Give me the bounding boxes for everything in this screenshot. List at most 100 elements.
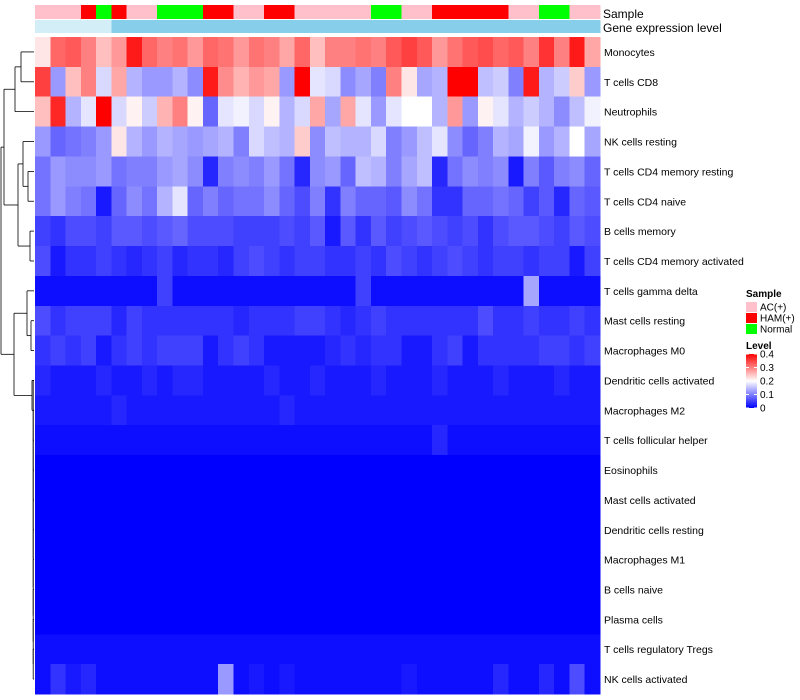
heatmap-cell <box>523 186 540 217</box>
heatmap-cell <box>340 186 357 217</box>
heatmap-cell <box>325 126 341 157</box>
heatmap-cell <box>187 66 204 98</box>
heatmap-cell <box>370 305 387 337</box>
heatmap-cell <box>325 246 341 277</box>
heatmap-cell <box>187 604 204 635</box>
legend-label: Normal <box>760 325 792 336</box>
heatmap-cell <box>432 96 448 127</box>
heatmap-cell <box>477 365 494 396</box>
heatmap-cell <box>294 664 311 695</box>
heatmap-cell <box>325 275 341 307</box>
heatmap-cell <box>508 604 525 635</box>
heatmap-cell <box>432 425 448 456</box>
heatmap-cell <box>584 514 601 546</box>
heatmap-cell <box>477 604 494 635</box>
heatmap-cell <box>202 305 219 337</box>
heatmap-cell <box>569 365 586 396</box>
heatmap-cell <box>233 66 250 98</box>
heatmap-cell <box>141 395 158 426</box>
heatmap-cell <box>248 216 265 247</box>
heatmap-cell <box>141 305 158 337</box>
heatmap-cell <box>416 37 433 68</box>
heatmap-cell <box>35 395 51 426</box>
heatmap-cell <box>584 186 601 217</box>
heatmap-cell <box>416 664 433 695</box>
heatmap-cell <box>264 425 280 456</box>
heatmap-cell <box>477 216 494 247</box>
heatmap-cell <box>157 96 173 127</box>
heatmap-cell <box>584 634 601 665</box>
heatmap-cell <box>508 216 525 247</box>
heatmap-cell <box>477 126 494 157</box>
expression-annotation-cell <box>248 20 265 33</box>
row-label: Neutrophils <box>604 107 657 119</box>
heatmap-cell <box>141 216 158 247</box>
heatmap-cell <box>126 246 143 277</box>
heatmap-cell <box>340 365 357 396</box>
sample-annotation-cell <box>493 5 509 19</box>
heatmap-cell <box>294 246 311 277</box>
heatmap-cell <box>493 96 509 127</box>
heatmap-cell <box>202 335 219 366</box>
heatmap-cell <box>325 455 341 486</box>
heatmap-cell <box>432 365 448 396</box>
heatmap-cell <box>141 664 158 695</box>
heatmap-cell <box>218 634 234 665</box>
heatmap-cell <box>401 126 418 157</box>
heatmap-cell <box>294 335 311 366</box>
heatmap-cell <box>80 574 97 605</box>
heatmap-cell <box>233 216 250 247</box>
heatmap-cell <box>218 455 234 486</box>
heatmap-cell <box>493 37 509 68</box>
heatmap-cell <box>370 484 387 516</box>
heatmap-cell <box>386 664 402 695</box>
heatmap-cell <box>279 664 295 695</box>
heatmap-cell <box>325 186 341 217</box>
heatmap-cell <box>172 544 189 575</box>
heatmap-cell <box>447 186 463 217</box>
heatmap-cell <box>447 66 463 98</box>
heatmap-cell <box>355 604 372 635</box>
heatmap-cell <box>202 544 219 575</box>
heatmap-cell <box>35 335 51 366</box>
heatmap-cell <box>340 664 357 695</box>
heatmap-cell <box>202 604 219 635</box>
heatmap-cell <box>157 574 173 605</box>
heatmap-cell <box>309 246 326 277</box>
heatmap-cell <box>294 455 311 486</box>
heatmap-cell <box>248 96 265 127</box>
heatmap-cell <box>538 395 555 426</box>
heatmap-cell <box>126 455 143 486</box>
heatmap-cell <box>370 664 387 695</box>
heatmap-cell <box>294 275 311 307</box>
expression-annotation-cell <box>401 20 418 33</box>
heatmap-cell <box>584 216 601 247</box>
heatmap-cell <box>508 544 525 575</box>
heatmap-cell <box>554 216 570 247</box>
sample-annotation-cell <box>157 5 173 19</box>
heatmap-cell <box>157 395 173 426</box>
heatmap-cell <box>96 425 112 456</box>
heatmap-cell <box>126 425 143 456</box>
sample-annotation-cell <box>416 5 433 19</box>
heatmap-cell <box>157 305 173 337</box>
heatmap-cell <box>126 96 143 127</box>
heatmap-cell <box>447 216 463 247</box>
heatmap-cell <box>508 156 525 187</box>
heatmap-cell <box>462 395 479 426</box>
row-label: Macrophages M1 <box>604 555 685 567</box>
heatmap-cell <box>523 514 540 546</box>
heatmap-cell <box>584 574 601 605</box>
heatmap-cell <box>233 604 250 635</box>
heatmap-cell <box>432 544 448 575</box>
heatmap-cell <box>325 37 341 68</box>
heatmap-cell <box>187 96 204 127</box>
heatmap-cell <box>340 335 357 366</box>
heatmap-cell <box>401 514 418 546</box>
heatmap-cell <box>50 305 66 337</box>
heatmap-cell <box>569 634 586 665</box>
sample-annotation-cell <box>584 5 601 19</box>
heatmap-cell <box>172 66 189 98</box>
heatmap-cell <box>50 455 66 486</box>
heatmap-cell <box>111 66 128 98</box>
